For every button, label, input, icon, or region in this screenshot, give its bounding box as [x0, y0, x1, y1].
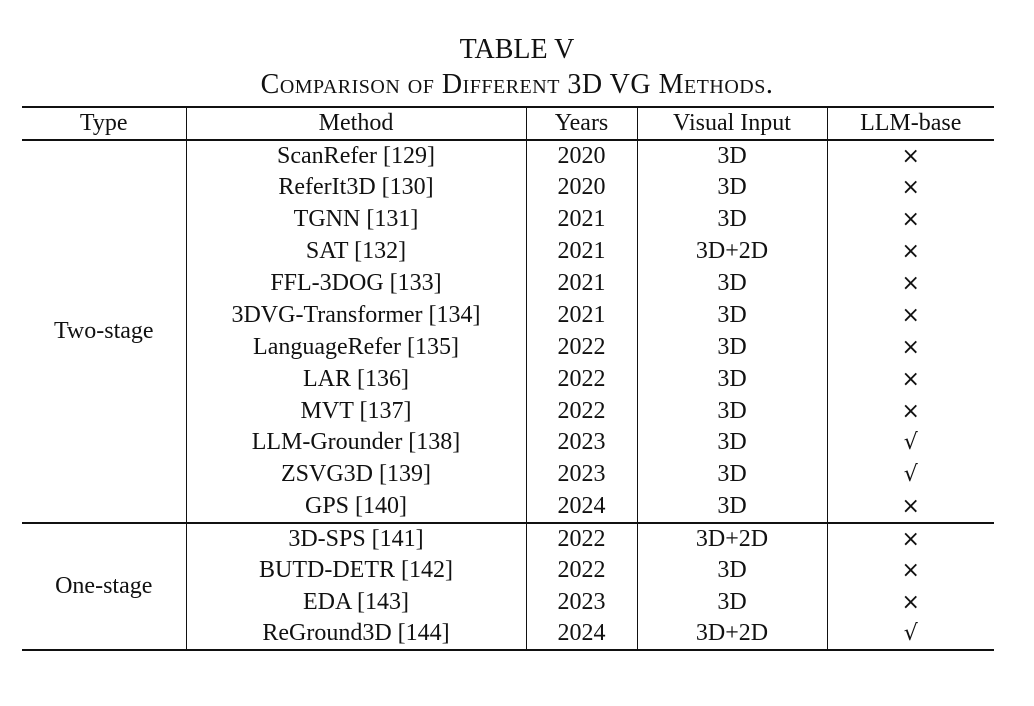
llm-base-cell: × — [826, 171, 994, 204]
header-llm-base: LLM-base — [826, 106, 994, 141]
method-cell: ZSVG3D [139] — [185, 458, 526, 491]
year-cell: 2022 — [525, 554, 637, 587]
year-cell: 2022 — [525, 363, 637, 396]
table-row: MVT [137] 2022 3D × — [22, 395, 994, 428]
visual-input-cell: 3D — [636, 395, 827, 428]
year-cell: 2022 — [525, 331, 637, 364]
table-row: ZSVG3D [139] 2023 3D √ — [22, 458, 994, 491]
year-cell: 2023 — [525, 586, 637, 619]
year-cell: 2021 — [525, 267, 637, 300]
visual-input-cell: 3D — [636, 171, 827, 204]
year-cell: 2022 — [525, 395, 637, 428]
visual-input-cell: 3D+2D — [636, 522, 827, 555]
year-cell: 2020 — [525, 140, 637, 172]
year-cell: 2020 — [525, 171, 637, 204]
header-row: Type Method Years Visual Input LLM-base — [22, 106, 994, 141]
visual-input-cell: 3D — [636, 427, 827, 459]
table-row: LanguageRefer [135] 2022 3D × — [22, 331, 994, 364]
table-label: TABLE V — [459, 34, 575, 65]
header-visual-input: Visual Input — [636, 106, 827, 141]
table-title: Comparison of Different 3D VG Methods. — [260, 69, 774, 100]
year-cell: 2023 — [525, 458, 637, 491]
llm-base-cell: × — [826, 140, 994, 172]
visual-input-cell: 3D — [636, 267, 827, 300]
table-row: ReGround3D [144] 2024 3D+2D √ — [22, 618, 994, 652]
table-row: EDA [143] 2023 3D × — [22, 586, 994, 619]
table-row: Two-stage ScanRefer [129] 2020 3D × — [22, 140, 994, 524]
llm-base-cell: √ — [826, 427, 994, 459]
llm-base-cell: √ — [826, 458, 994, 491]
table-row: LAR [136] 2022 3D × — [22, 363, 994, 396]
year-cell: 2021 — [525, 203, 637, 236]
table-row: FFL-3DOG [133] 2021 3D × — [22, 267, 994, 300]
year-cell: 2024 — [525, 618, 637, 652]
visual-input-cell: 3D — [636, 203, 827, 236]
year-cell: 2021 — [525, 235, 637, 268]
visual-input-cell: 3D — [636, 299, 827, 332]
table-row: TGNN [131] 2021 3D × — [22, 203, 994, 236]
llm-base-cell: × — [826, 299, 994, 332]
llm-base-cell: × — [826, 522, 994, 555]
year-cell: 2024 — [525, 490, 637, 524]
method-cell: LanguageRefer [135] — [185, 331, 526, 364]
visual-input-cell: 3D — [636, 458, 827, 491]
llm-base-cell: × — [826, 586, 994, 619]
llm-base-cell: × — [826, 363, 994, 396]
method-cell: ReGround3D [144] — [185, 618, 526, 652]
llm-base-cell: × — [826, 554, 994, 587]
visual-input-cell: 3D+2D — [636, 235, 827, 268]
table-row: GPS [140] 2024 3D × — [22, 490, 994, 524]
table-row: LLM-Grounder [138] 2023 3D √ — [22, 427, 994, 459]
method-cell: GPS [140] — [185, 490, 526, 524]
method-cell: EDA [143] — [185, 586, 526, 619]
method-cell: 3D-SPS [141] — [185, 522, 526, 555]
llm-base-cell: × — [826, 235, 994, 268]
group-type-cell: One-stage — [22, 522, 186, 652]
year-cell: 2022 — [525, 522, 637, 555]
visual-input-cell: 3D — [636, 554, 827, 587]
llm-base-cell: × — [826, 490, 994, 524]
table-row: One-stage 3D-SPS [141] 2022 3D+2D × — [22, 522, 994, 652]
header-method: Method — [185, 106, 526, 141]
table-row: BUTD-DETR [142] 2022 3D × — [22, 554, 994, 587]
method-cell: 3DVG-Transformer [134] — [185, 299, 526, 332]
comparison-table: Type Method Years Visual Input LLM-base … — [22, 106, 994, 652]
year-cell: 2023 — [525, 427, 637, 459]
llm-base-cell: √ — [826, 618, 994, 652]
method-cell: MVT [137] — [185, 395, 526, 428]
method-cell: TGNN [131] — [185, 203, 526, 236]
header-years: Years — [525, 106, 637, 141]
llm-base-cell: × — [826, 331, 994, 364]
table-row: ReferIt3D [130] 2020 3D × — [22, 171, 994, 204]
method-cell: LLM-Grounder [138] — [185, 427, 526, 459]
method-cell: ReferIt3D [130] — [185, 171, 526, 204]
table-row: SAT [132] 2021 3D+2D × — [22, 235, 994, 268]
method-cell: BUTD-DETR [142] — [185, 554, 526, 587]
llm-base-cell: × — [826, 267, 994, 300]
llm-base-cell: × — [826, 203, 994, 236]
method-cell: FFL-3DOG [133] — [185, 267, 526, 300]
method-cell: ScanRefer [129] — [185, 140, 526, 172]
year-cell: 2021 — [525, 299, 637, 332]
header-type: Type — [22, 106, 186, 141]
visual-input-cell: 3D — [636, 363, 827, 396]
llm-base-cell: × — [826, 395, 994, 428]
table-body: Two-stage ScanRefer [129] 2020 3D × ReferIt3D… — [22, 140, 994, 652]
visual-input-cell: 3D — [636, 586, 827, 619]
visual-input-cell: 3D — [636, 140, 827, 172]
table-row: 3DVG-Transformer [134] 2021 3D × — [22, 299, 994, 332]
visual-input-cell: 3D+2D — [636, 618, 827, 652]
method-cell: SAT [132] — [185, 235, 526, 268]
group-type-cell: Two-stage — [22, 140, 186, 524]
visual-input-cell: 3D — [636, 490, 827, 524]
method-cell: LAR [136] — [185, 363, 526, 396]
visual-input-cell: 3D — [636, 331, 827, 364]
